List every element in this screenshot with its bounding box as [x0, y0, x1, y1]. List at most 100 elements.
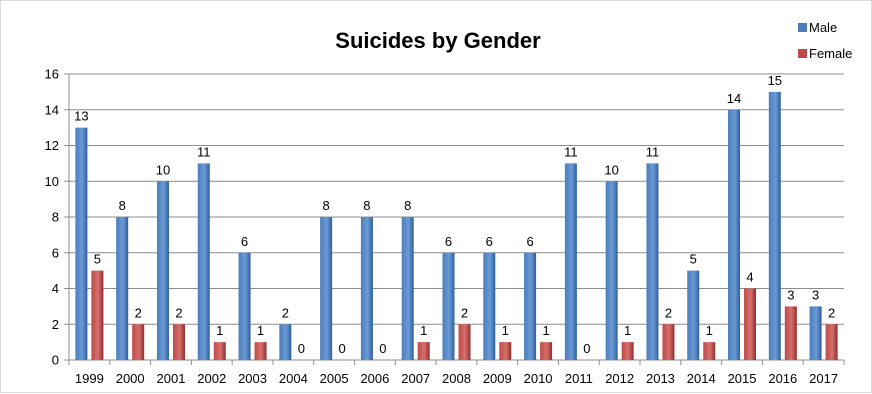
y-tick-label: 12 [45, 138, 59, 153]
data-label-male: 15 [768, 73, 782, 88]
bar-male [687, 270, 700, 360]
legend-swatch-female [798, 49, 807, 58]
data-label-female: 5 [94, 252, 101, 267]
x-tick-label: 2004 [279, 371, 308, 386]
data-label-male: 10 [156, 162, 170, 177]
x-tick-label: 2015 [728, 371, 757, 386]
bar-female [254, 342, 267, 360]
bar-female [703, 342, 716, 360]
legend-swatch-male [798, 23, 807, 32]
y-tick-label: 8 [52, 210, 59, 225]
x-tick-label: 2011 [565, 371, 593, 386]
y-tick-label: 4 [52, 281, 59, 296]
y-tick-label: 6 [52, 245, 59, 260]
bar-male [564, 163, 577, 360]
data-label-male: 8 [363, 198, 370, 213]
x-tick-label: 2002 [197, 371, 226, 386]
data-label-female: 3 [787, 287, 794, 302]
gridlines [69, 73, 844, 361]
bar-male [646, 163, 659, 360]
bar-male [605, 181, 618, 360]
bar-male [238, 252, 251, 360]
data-label-male: 11 [564, 144, 578, 159]
x-tick-label: 2017 [809, 371, 838, 386]
bar-female [825, 324, 838, 360]
data-label-female: 1 [706, 323, 713, 338]
bar-female [499, 342, 512, 360]
bar-female [662, 324, 675, 360]
data-label-female: 0 [379, 341, 386, 356]
bar-female [172, 324, 185, 360]
bar-female [458, 324, 471, 360]
data-label-female: 1 [624, 323, 631, 338]
bar-female [91, 270, 104, 360]
bar-male [156, 181, 169, 360]
bar-male [728, 109, 741, 360]
data-label-female: 2 [175, 305, 182, 320]
data-label-female: 1 [502, 323, 509, 338]
x-tick-label: 2008 [442, 371, 471, 386]
y-tick-label: 16 [45, 67, 59, 82]
data-label-female: 0 [583, 341, 590, 356]
bar-male [483, 252, 496, 360]
data-label-male: 6 [241, 234, 248, 249]
x-tick-label: 2013 [646, 371, 675, 386]
bar-female [621, 342, 634, 360]
x-tick-label: 2012 [605, 371, 634, 386]
data-label-male: 8 [404, 198, 411, 213]
x-tick-label: 2016 [768, 371, 797, 386]
bar-male [279, 324, 292, 360]
data-label-female: 2 [461, 305, 468, 320]
bar-male [524, 252, 537, 360]
y-tick-label: 2 [52, 317, 59, 332]
data-label-female: 0 [339, 341, 346, 356]
data-label-female: 0 [298, 341, 305, 356]
x-tick-label: 2003 [238, 371, 267, 386]
data-label-male: 10 [604, 162, 618, 177]
data-label-male: 14 [727, 91, 741, 106]
data-label-female: 1 [216, 323, 223, 338]
data-label-female: 1 [257, 323, 264, 338]
bar-female [417, 342, 430, 360]
data-label-male: 3 [812, 287, 819, 302]
data-label-male: 2 [282, 305, 289, 320]
data-label-male: 6 [445, 234, 452, 249]
data-label-male: 5 [690, 252, 697, 267]
data-label-male: 6 [526, 234, 533, 249]
bar-female [540, 342, 553, 360]
data-label-male: 11 [646, 144, 660, 159]
bar-female [213, 342, 226, 360]
bar-male [116, 217, 129, 360]
data-label-female: 4 [746, 270, 753, 285]
legend: Male Female [798, 20, 852, 61]
data-label-female: 2 [665, 305, 672, 320]
x-tick-label: 1999 [75, 371, 104, 386]
data-label-female: 2 [828, 305, 835, 320]
data-label-male: 11 [197, 144, 211, 159]
x-tick-label: 2000 [116, 371, 145, 386]
data-label-male: 6 [486, 234, 493, 249]
legend-label-female: Female [809, 46, 852, 61]
bar-female [784, 306, 797, 360]
data-label-female: 2 [135, 305, 142, 320]
x-tick-label: 2009 [483, 371, 512, 386]
bar-female [744, 288, 757, 360]
data-label-male: 8 [323, 198, 330, 213]
x-tick-label: 2005 [320, 371, 349, 386]
chart-title: Suicides by Gender [335, 28, 541, 53]
bar-male [197, 163, 210, 360]
data-label-female: 1 [420, 323, 427, 338]
x-tick-label: 2010 [524, 371, 553, 386]
y-tick-label: 14 [45, 102, 59, 117]
bar-male [360, 217, 373, 360]
data-label-male: 13 [74, 109, 88, 124]
bar-male [809, 306, 822, 360]
y-tick-label: 0 [52, 353, 59, 368]
bar-male [768, 91, 781, 360]
bars [75, 91, 838, 360]
data-label-male: 8 [119, 198, 126, 213]
x-tick-label: 2007 [401, 371, 430, 386]
